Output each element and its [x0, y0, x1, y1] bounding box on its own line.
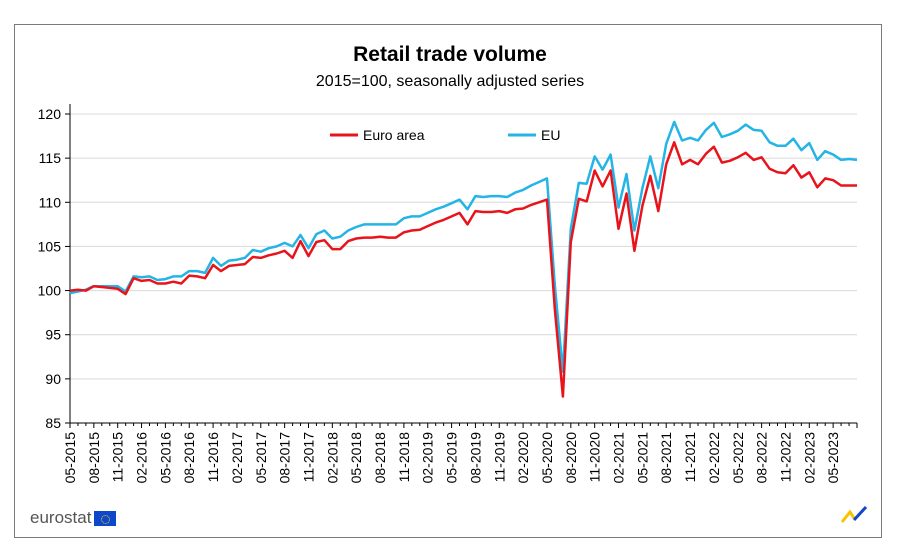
x-tick-label: 08-2019	[467, 432, 483, 484]
y-tick-label: 100	[38, 283, 62, 299]
x-tick-label: 02-2019	[420, 432, 436, 484]
x-tick-label: 11-2016	[205, 432, 221, 483]
x-tick-label: 11-2020	[587, 432, 603, 483]
x-tick-label: 05-2022	[730, 432, 746, 484]
x-tick-label: 05-2015	[62, 432, 78, 484]
y-tick-label: 85	[45, 415, 61, 431]
x-tick-label: 08-2018	[372, 432, 388, 484]
y-tick-label: 90	[45, 371, 61, 387]
y-tick-label: 120	[38, 106, 62, 122]
x-tick-label: 05-2023	[825, 432, 841, 484]
x-tick-label: 02-2018	[324, 432, 340, 484]
x-tick-label: 02-2023	[801, 432, 817, 484]
eu-flag-icon	[94, 510, 117, 526]
x-tick-label: 08-2021	[658, 432, 674, 484]
y-tick-label: 115	[39, 150, 62, 166]
x-tick-label: 11-2021	[682, 432, 698, 483]
x-tick-label: 08-2017	[277, 432, 293, 484]
x-tick-label: 02-2016	[134, 432, 150, 484]
x-tick-label: 05-2020	[539, 432, 555, 484]
series-line-euro-area	[69, 141, 857, 398]
x-tick-label: 02-2021	[611, 432, 627, 484]
x-tick-label: 11-2018	[396, 432, 412, 483]
legend-label: EU	[541, 127, 560, 143]
x-tick-label: 05-2019	[444, 432, 460, 484]
chart-subtitle: 2015=100, seasonally adjusted series	[315, 73, 585, 90]
x-axis: 05-2015 08-2015 11-2015 02-2016 05-2016 08-20…	[62, 422, 858, 484]
x-tick-label: 05-2021	[634, 432, 650, 484]
y-tick-label: 105	[38, 238, 62, 254]
x-tick-label: 02-2020	[515, 432, 531, 484]
x-tick-label: 08-2016	[181, 432, 197, 484]
x-tick-label: 05-2018	[348, 432, 364, 484]
x-tick-label: 08-2020	[563, 432, 579, 484]
x-tick-label: 11-2015	[110, 432, 126, 483]
eurostat-mark-icon	[840, 505, 868, 523]
x-tick-label: 05-2017	[253, 432, 269, 484]
legend: Euro area EU	[330, 127, 560, 143]
grid	[70, 113, 857, 380]
x-tick-label: 11-2022	[777, 432, 793, 483]
x-tick-label: 11-2017	[300, 432, 316, 483]
x-tick-label: 08-2015	[86, 432, 102, 484]
y-tick-label: 95	[45, 327, 61, 343]
legend-label: Euro area	[363, 127, 425, 143]
eurostat-logo-text: eurostat	[30, 508, 92, 527]
x-tick-label: 08-2022	[754, 432, 770, 484]
y-tick-label: 110	[39, 194, 62, 210]
x-tick-label: 02-2022	[706, 432, 722, 484]
series-line-eu	[69, 120, 858, 374]
x-tick-label: 02-2017	[229, 432, 245, 484]
chart-title: Retail trade volume	[353, 43, 547, 66]
eurostat-logo: eurostat	[30, 508, 117, 528]
y-axis: 85 90 95 100 105 110 115 120	[38, 104, 71, 431]
x-tick-label: 05-2016	[157, 432, 173, 484]
x-tick-label: 11-2019	[491, 432, 507, 483]
series-lines	[69, 120, 858, 398]
